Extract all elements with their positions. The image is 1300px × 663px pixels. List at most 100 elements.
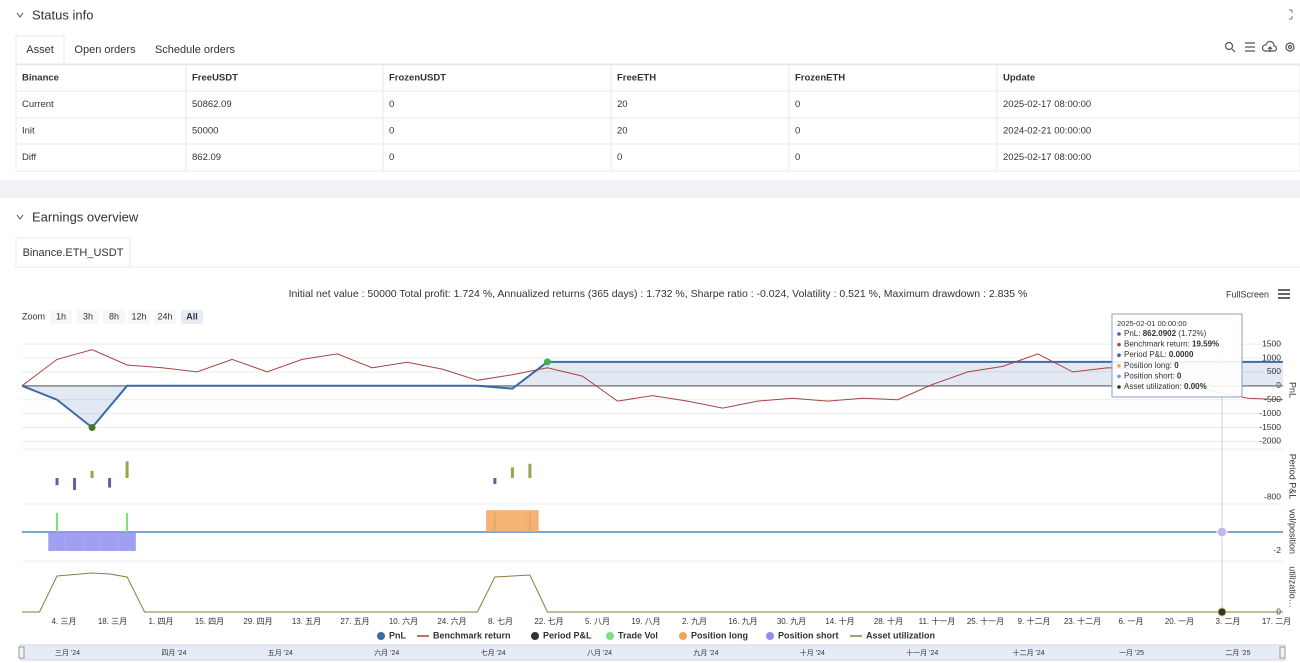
tooltip-value: 19.59% xyxy=(1192,340,1219,349)
bar xyxy=(90,470,94,479)
collapse-icon[interactable] xyxy=(16,12,24,18)
tooltip-note: (1.72%) xyxy=(1176,329,1207,338)
trade-vol-bar xyxy=(126,512,129,532)
tab[interactable]: Schedule orders xyxy=(155,44,236,56)
series-line[interactable] xyxy=(21,349,1284,409)
position-area xyxy=(100,531,119,551)
y-tick-label: -1500 xyxy=(1259,422,1281,432)
series-line[interactable] xyxy=(22,572,1283,613)
max-marker xyxy=(543,358,551,366)
summary: Initial net value : 50000 Total profit: … xyxy=(289,288,1028,300)
toolbar-icons xyxy=(1224,40,1295,53)
list-icon[interactable] xyxy=(1245,42,1255,52)
zoom-button[interactable]: 24h xyxy=(157,311,172,321)
x-tick-label: 17. 二月 xyxy=(1262,617,1291,626)
y-tick-label: -2 xyxy=(1273,545,1281,555)
bar xyxy=(55,478,59,486)
legend-label[interactable]: Period P&L xyxy=(543,630,592,640)
legend-marker[interactable] xyxy=(766,632,774,640)
series-line[interactable] xyxy=(21,360,1283,429)
legend-label[interactable]: Asset utilization xyxy=(866,630,935,640)
tooltip-item: Period P&L: 0.0000 xyxy=(1124,350,1194,359)
search-icon[interactable] xyxy=(1224,41,1234,51)
bar xyxy=(125,461,129,479)
navigator-label: 五月 '24 xyxy=(268,649,293,657)
tooltip-bullet xyxy=(1117,364,1121,368)
table-header-cell: Update xyxy=(1003,73,1035,84)
zoom-button[interactable]: 1h xyxy=(56,311,66,321)
zoom-button[interactable]: 12h xyxy=(131,311,146,321)
cloud-icon[interactable] xyxy=(1261,40,1278,52)
navigator[interactable] xyxy=(19,644,1286,661)
legend-label[interactable]: Trade Vol xyxy=(618,630,658,640)
zoom-label: Zoom xyxy=(22,311,45,321)
legend-marker[interactable] xyxy=(606,632,614,640)
legend-label[interactable]: PnL xyxy=(389,630,407,640)
table-cell: 20 xyxy=(617,99,628,110)
y-tick-label: 1500 xyxy=(1262,338,1281,348)
menu-icon[interactable] xyxy=(1278,289,1290,299)
settings-icon[interactable] xyxy=(1287,44,1293,50)
tooltip-value: 0.0000 xyxy=(1169,350,1194,359)
x-tick-label: 3. 二月 xyxy=(1216,617,1241,626)
settings-icon[interactable] xyxy=(1285,42,1295,52)
navigator-handle[interactable] xyxy=(18,646,25,659)
table-cell: Diff xyxy=(22,152,36,163)
navigator-handle[interactable] xyxy=(1279,646,1286,659)
zoom-button-bg[interactable] xyxy=(77,310,99,324)
position-area xyxy=(486,510,504,532)
table-cell: 0 xyxy=(389,152,394,163)
navigator-label: 四月 '24 xyxy=(161,649,186,657)
x-tick-label: 24. 六月 xyxy=(437,616,466,626)
zoom-button[interactable]: 3h xyxy=(83,311,93,321)
x-tick-label: 5. 八月 xyxy=(585,617,610,626)
table-cell: 0 xyxy=(389,99,394,110)
tooltip-value: 862.0902 xyxy=(1143,329,1177,338)
fullscreen-button[interactable]: FullScreen xyxy=(1226,289,1269,299)
y-tick-label: 0 xyxy=(1276,606,1281,616)
legend-label[interactable]: Position short xyxy=(778,630,839,640)
zoom-button-bg[interactable] xyxy=(128,310,150,324)
bar xyxy=(510,467,514,479)
table-cell: 0 xyxy=(389,126,394,137)
x-tick-label: 20. 一月 xyxy=(1165,617,1194,626)
tab[interactable]: Open orders xyxy=(74,44,136,56)
x-tick-label: 16. 九月 xyxy=(728,617,757,626)
table-header-cell: FrozenETH xyxy=(795,73,845,84)
zoom-button[interactable]: 8h xyxy=(109,311,119,321)
tooltip-value: 0 xyxy=(1174,361,1179,370)
table-cell: 0 xyxy=(795,152,800,163)
collapse-icon[interactable] xyxy=(16,214,24,220)
search-icon[interactable] xyxy=(1231,48,1236,53)
zoom-button-bg[interactable] xyxy=(103,310,125,324)
tooltip-item: PnL: 862.0902 (1.72%) xyxy=(1124,329,1207,338)
legend-label[interactable]: Benchmark return xyxy=(433,630,511,640)
zoom-button-bg[interactable] xyxy=(154,310,176,324)
zoom-button[interactable]: All xyxy=(186,311,198,321)
navigator-label: 七月 '24 xyxy=(481,648,506,657)
table-cell: 50000 xyxy=(192,126,218,137)
legend-marker[interactable] xyxy=(531,632,539,640)
x-tick-label: 13. 五月 xyxy=(292,617,321,626)
position-area xyxy=(503,510,522,532)
expand-icon[interactable] xyxy=(1289,9,1293,20)
x-tick-label: 25. 十一月 xyxy=(967,616,1004,626)
tab[interactable]: Asset xyxy=(26,44,54,56)
tooltip-item: Asset utilization: 0.00% xyxy=(1124,382,1207,391)
legend-marker[interactable] xyxy=(377,632,385,640)
zoom-button-bg[interactable] xyxy=(50,310,72,324)
tooltip-bullet xyxy=(1117,342,1121,347)
y-tick-label: -1000 xyxy=(1259,408,1281,418)
tooltip-bullet xyxy=(1117,374,1121,379)
legend-label[interactable]: Position long xyxy=(691,630,748,640)
x-tick-label: 8. 七月 xyxy=(488,617,513,626)
zoom-button-bg[interactable] xyxy=(181,310,203,324)
table-header-cell: Binance xyxy=(22,73,59,84)
legend-marker[interactable] xyxy=(679,632,687,640)
x-tick-label: 23. 十二月 xyxy=(1064,616,1101,626)
x-tick-label: 29. 四月 xyxy=(243,617,272,626)
bar xyxy=(108,478,112,488)
tab[interactable]: Binance.ETH_USDT xyxy=(23,247,124,259)
